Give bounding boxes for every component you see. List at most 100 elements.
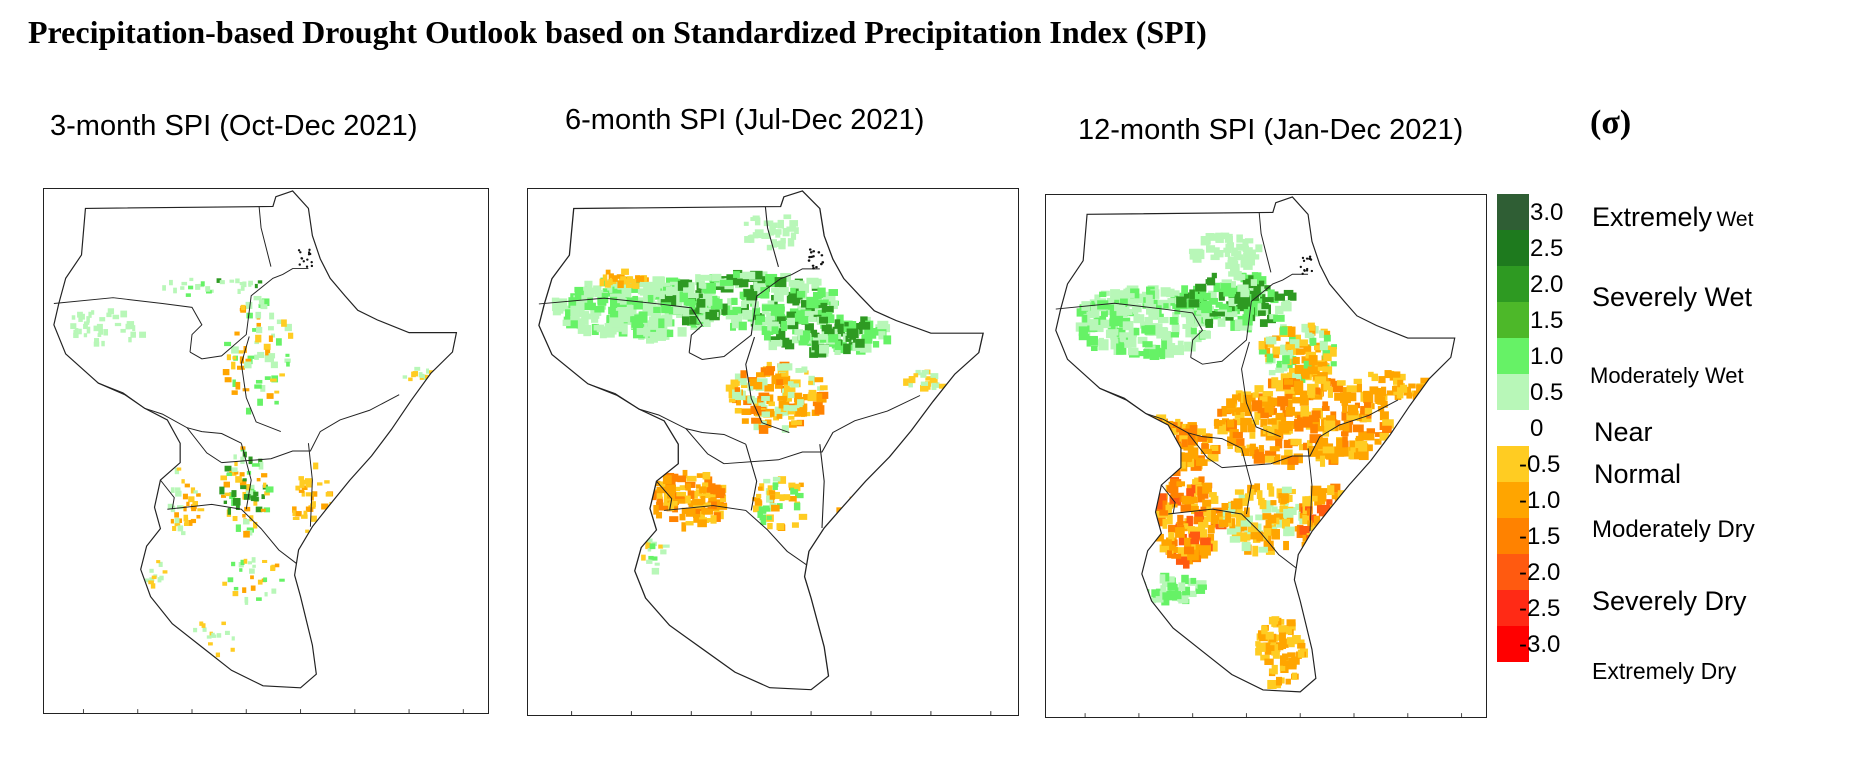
spi-cell (658, 544, 664, 549)
spi-cell (224, 465, 232, 472)
spi-cell (1159, 574, 1166, 584)
spi-cell (753, 381, 763, 390)
spi-cell (672, 507, 678, 513)
spi-cell (1116, 304, 1126, 316)
spi-cell (853, 568, 862, 575)
spi-cell (1265, 336, 1277, 345)
spi-cell (1259, 284, 1266, 291)
spi-cell (1147, 444, 1155, 453)
spi-cell (1228, 281, 1236, 290)
spi-cell (1263, 454, 1275, 463)
spi-cell (1232, 394, 1239, 401)
spi-cell (915, 369, 921, 376)
colorbar-tick-label: 1.0 (1530, 343, 1564, 370)
spi-cell (1313, 530, 1320, 540)
spi-cell (1279, 326, 1288, 336)
spi-cell (1236, 234, 1243, 243)
spi-cell (790, 383, 800, 388)
spi-cell (1400, 384, 1408, 393)
spi-cell (769, 495, 776, 500)
spi-cell (735, 283, 743, 289)
spi-cell (744, 298, 756, 304)
spi-cell (1215, 301, 1223, 308)
spi-cell (1171, 324, 1180, 335)
spi-cell (1152, 308, 1160, 318)
spi-cell (129, 325, 134, 330)
spi-cell (626, 283, 634, 288)
spi-cell (1322, 427, 1330, 437)
spi-cell (1185, 329, 1196, 338)
spi-cell (798, 280, 805, 292)
spi-cell (1331, 344, 1337, 350)
spi-cell (766, 366, 776, 372)
colorbar-tick-label: 0.5 (1530, 379, 1564, 406)
spi-cell (566, 320, 578, 329)
spi-cell (173, 287, 177, 294)
spi-cell (817, 334, 828, 340)
spi-cell (78, 328, 82, 335)
spi-cell (1337, 530, 1345, 537)
spi-cell (1283, 439, 1293, 449)
spi-cell (1130, 463, 1139, 469)
spi-cell (704, 476, 713, 486)
spi-cell (683, 287, 691, 293)
spi-cell (1181, 285, 1189, 294)
spi-cell (305, 529, 310, 533)
spi-cell (250, 495, 257, 502)
spi-cell (1266, 500, 1274, 508)
spi-cell (1294, 419, 1303, 428)
spi-cell (311, 491, 318, 497)
spi-cell (790, 287, 796, 294)
spi-cell (808, 389, 817, 396)
spi-cell (1137, 336, 1148, 344)
colorbar-bin (1497, 518, 1529, 554)
spi-cell (221, 494, 227, 498)
spi-cell (1268, 486, 1275, 497)
spi-cell (842, 517, 848, 522)
spi-cell (705, 311, 718, 320)
spi-cell (190, 518, 197, 524)
spi-cell (812, 291, 822, 299)
spi-cell (1175, 527, 1185, 538)
spi-cell (284, 358, 291, 363)
spi-cell (196, 514, 201, 519)
spi-cell (426, 368, 429, 374)
spi-cell (192, 500, 199, 507)
spi-cell (1194, 315, 1202, 325)
spi-cell (1234, 489, 1244, 495)
spi-cell (1152, 591, 1163, 599)
spi-cell (850, 549, 857, 556)
class-label-extremely-dry: Extremely Dry (1592, 658, 1737, 684)
class-label-moderately-dry: Moderately Dry (1592, 516, 1755, 543)
spi-cell (220, 475, 228, 481)
spi-cell (617, 280, 624, 289)
spi-cell (1308, 355, 1318, 366)
spi-cell (1168, 451, 1178, 460)
spi-cell (257, 579, 263, 585)
spi-cell (1138, 462, 1144, 472)
colorbar-tick-label: -1.5 (1519, 523, 1561, 550)
spi-cell (805, 305, 813, 313)
spi-cell (1261, 302, 1269, 310)
spi-cell (1226, 528, 1237, 535)
spi-cell (799, 407, 808, 417)
spi-cell (788, 496, 797, 502)
spi-cell (756, 378, 768, 386)
spi-cell (1276, 520, 1284, 528)
spi-cell (301, 485, 308, 491)
spi-cell (1158, 434, 1169, 445)
spi-cell (191, 508, 197, 512)
spi-cell (1325, 453, 1335, 460)
spi-cell (1135, 459, 1143, 468)
spi-cell (1237, 302, 1249, 310)
spi-cell (1119, 298, 1129, 307)
spi-cell (1259, 319, 1268, 327)
spi-cell (257, 398, 263, 406)
spi-cell (787, 391, 795, 399)
spi-cell (257, 280, 263, 284)
spi-cell (1104, 434, 1115, 446)
spi-cell (1322, 514, 1330, 523)
spi-cell (274, 400, 279, 405)
spi-cell (1112, 425, 1120, 433)
spi-cell (1096, 447, 1104, 458)
